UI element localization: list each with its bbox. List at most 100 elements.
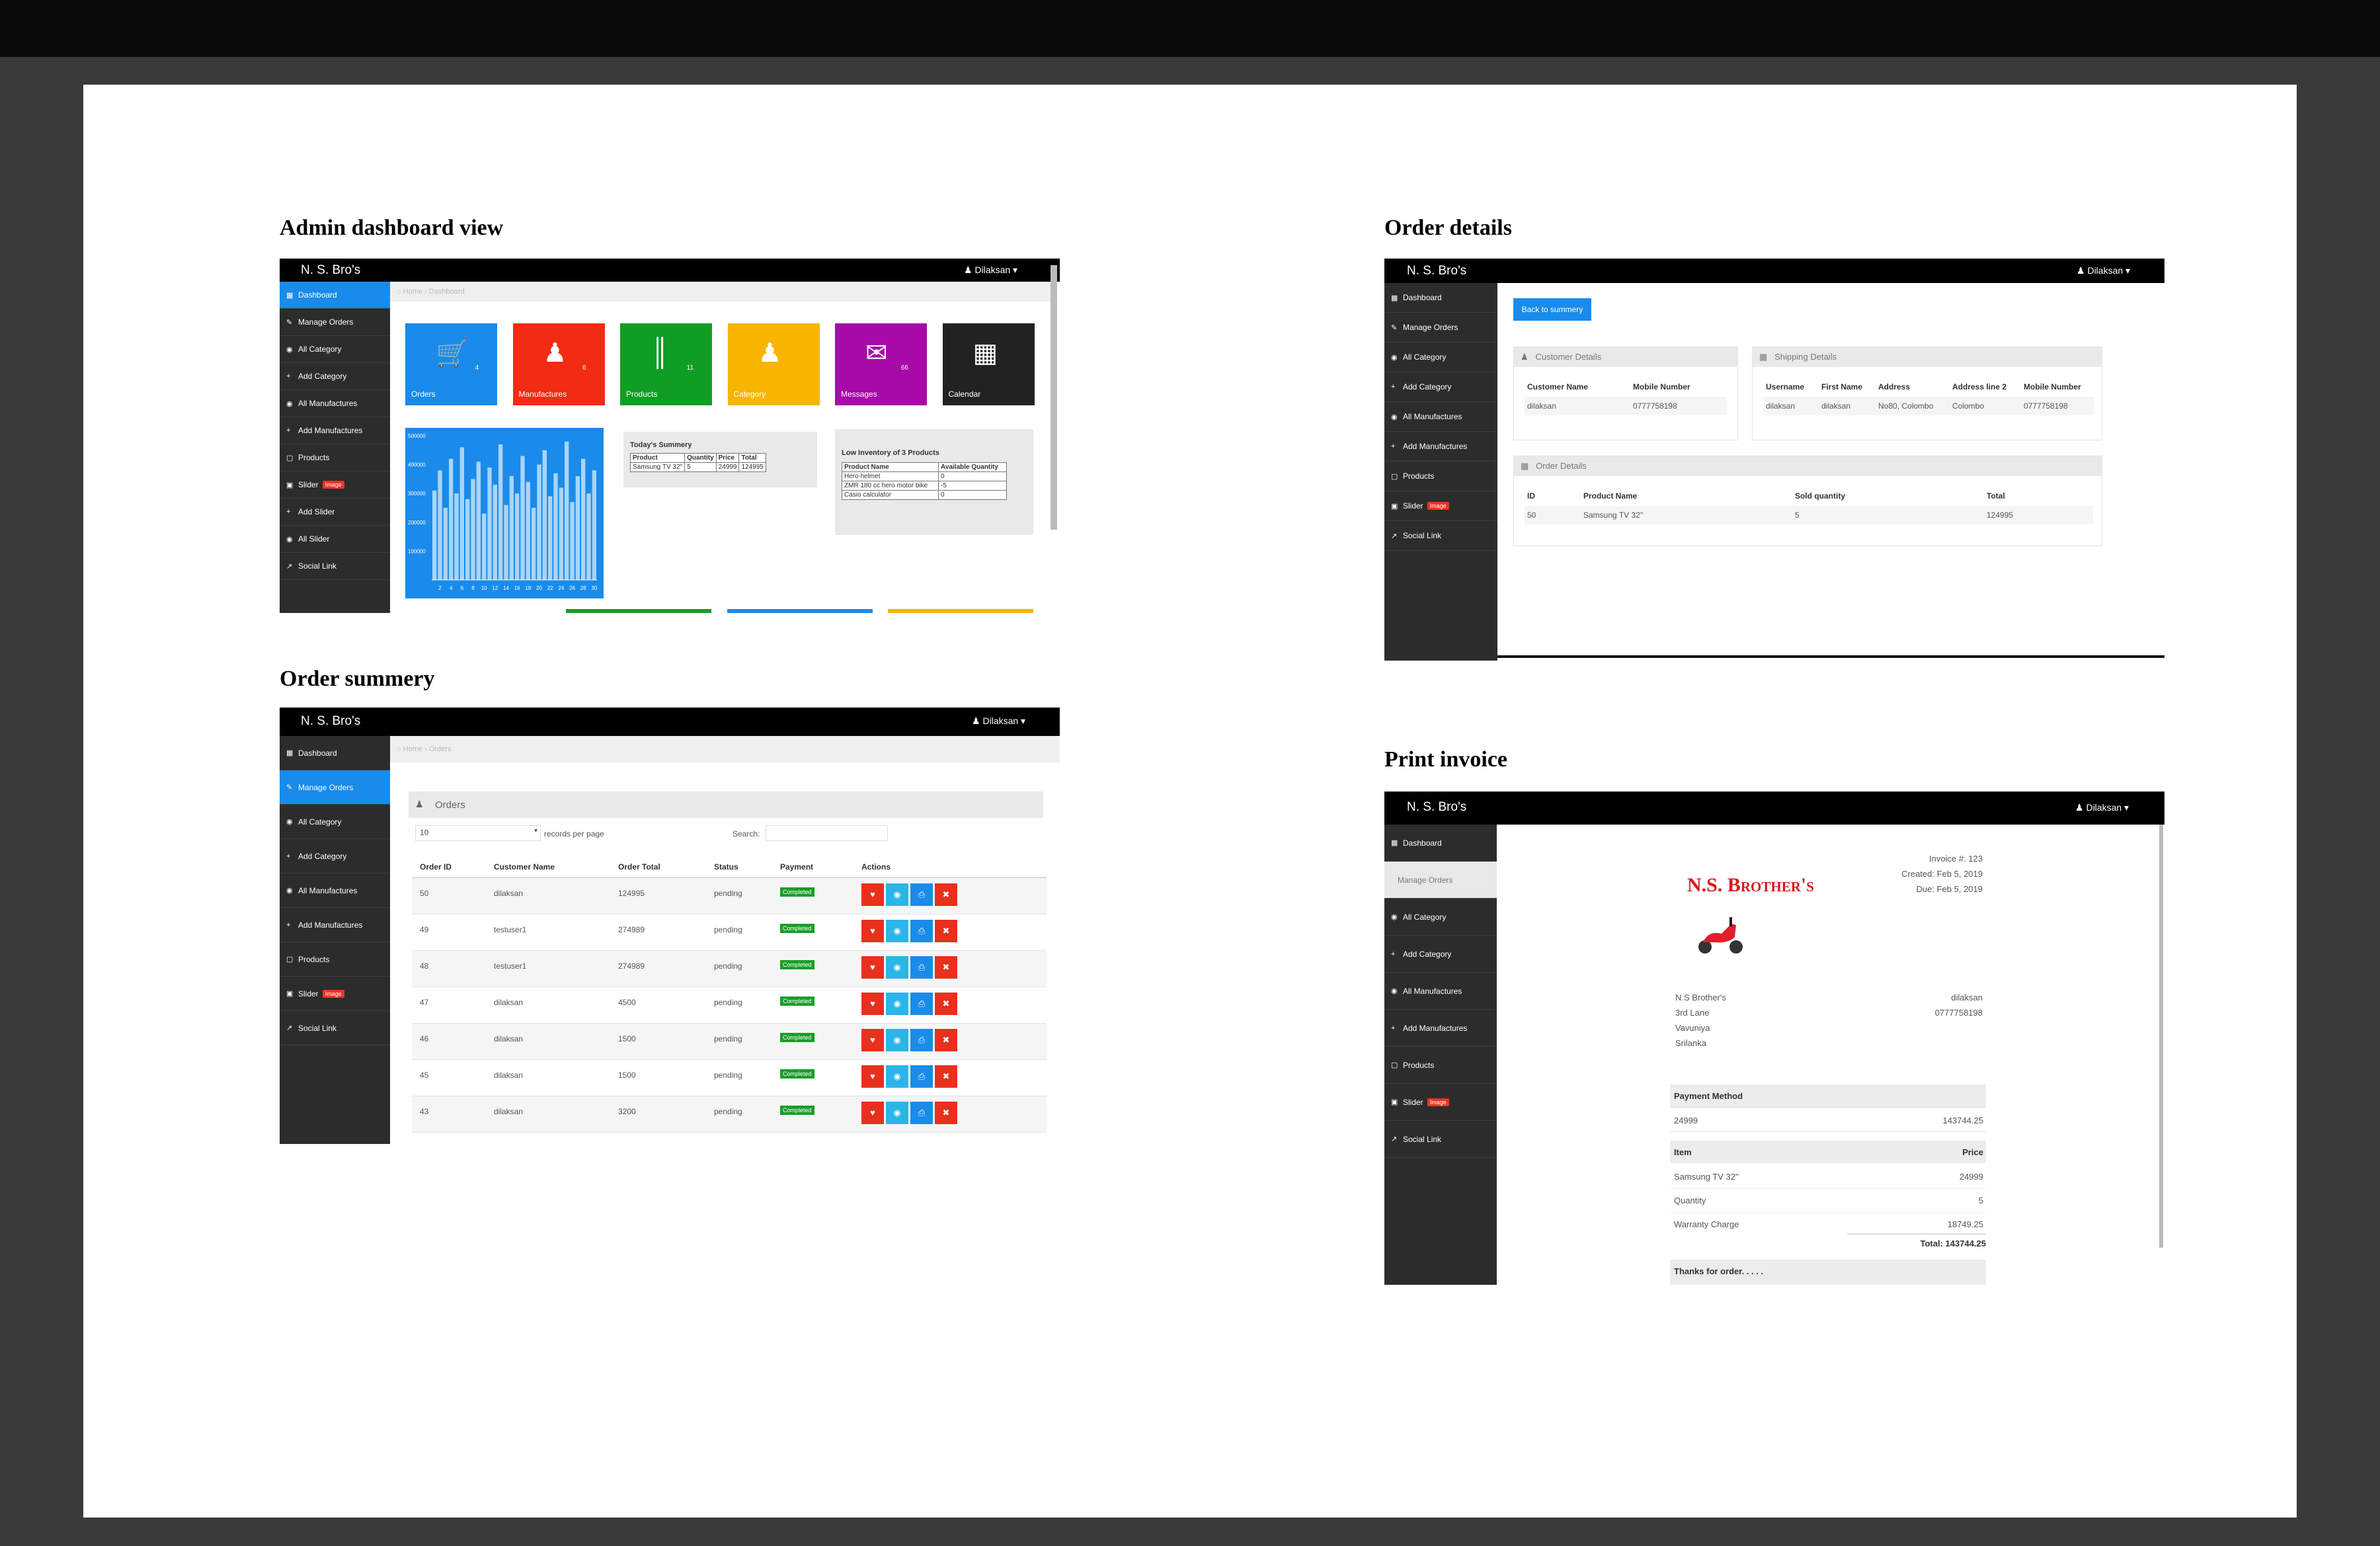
sidebar-item-dashboard[interactable]: ▦ Dashboard xyxy=(280,736,390,770)
sidebar-item-all-manufactures[interactable]: ◉ All Manufactures xyxy=(1384,402,1497,432)
sidebar-item-social-link[interactable]: ↗ Social Link xyxy=(1384,1121,1497,1158)
tile-manufactures[interactable]: ♟ 6 Manufactures xyxy=(512,323,605,405)
app-brand[interactable]: N. S. Bro's xyxy=(1407,800,1467,814)
sidebar-item-all-category[interactable]: ◉ All Category xyxy=(1384,899,1497,936)
sidebar-item-add-manufactures[interactable]: + Add Manufactures xyxy=(280,417,390,444)
sidebar-item-add-category[interactable]: + Add Category xyxy=(280,839,390,874)
tag-button[interactable]: ♥ xyxy=(861,1029,884,1051)
payment-method-amount: 143744.25 xyxy=(1942,1116,1983,1125)
sidebar-item-dashboard[interactable]: ▦ Dashboard xyxy=(1384,825,1497,862)
back-to-summary-button[interactable]: Back to summery xyxy=(1513,298,1591,321)
table-row: dilaksan dilaksan No80, Colombo Colombo 0777… xyxy=(1763,397,2094,415)
sidebar-item-add-manufactures[interactable]: + Add Manufactures xyxy=(1384,1010,1497,1047)
tag-button[interactable]: ♥ xyxy=(861,956,884,979)
search-input[interactable] xyxy=(766,825,888,841)
sidebar-item-all-manufactures[interactable]: ◉ All Manufactures xyxy=(1384,973,1497,1010)
eye-button[interactable]: ◉ xyxy=(886,1102,908,1124)
print-button[interactable]: ⎙ xyxy=(910,920,933,942)
sidebar-item-social-link[interactable]: ↗ Social Link xyxy=(280,1011,390,1045)
orders-panel-header: ♟ Orders xyxy=(409,792,1043,818)
user-menu[interactable]: ♟ Dilaksan ▾ xyxy=(2075,802,2129,813)
sidebar-item-add-manufactures[interactable]: + Add Manufactures xyxy=(1384,432,1497,462)
app-brand[interactable]: N. S. Bro's xyxy=(301,714,361,728)
sidebar-item-manage-orders[interactable]: ✎ Manage Orders xyxy=(280,309,390,336)
sidebar-item-all-category[interactable]: ◉ All Category xyxy=(280,336,390,363)
table-header-row: ID Product Name Sold quantity Total xyxy=(1525,486,2093,506)
sidebar-item-all-category[interactable]: ◉ All Category xyxy=(1384,343,1497,372)
invoice-item-price: 24999 xyxy=(1959,1172,1983,1182)
table-cell: 274989 xyxy=(618,961,645,971)
sidebar-item-manage-orders[interactable]: Manage Orders xyxy=(1384,862,1497,899)
sidebar-item-products[interactable]: ▢ Products xyxy=(1384,462,1497,491)
eye-button[interactable]: ◉ xyxy=(886,956,908,979)
sidebar-item-all-manufactures[interactable]: ◉ All Manufactures xyxy=(280,390,390,417)
trash-button[interactable]: ✖ xyxy=(935,1102,957,1124)
tile-calendar[interactable]: ▦ Calendar xyxy=(942,323,1035,405)
print-button[interactable]: ⎙ xyxy=(910,1029,933,1051)
tag-button[interactable]: ♥ xyxy=(861,920,884,942)
sidebar-item-dashboard[interactable]: ▦ Dashboard xyxy=(1384,283,1497,313)
table-cell: 1500 xyxy=(618,1071,636,1080)
sidebar-item-social-link[interactable]: ↗ Social Link xyxy=(280,553,390,580)
print-button[interactable]: ⎙ xyxy=(910,883,933,906)
sidebar-item-all-category[interactable]: ◉ All Category xyxy=(280,805,390,839)
eye-button[interactable]: ◉ xyxy=(886,883,908,906)
tile-category[interactable]: ♟ Category xyxy=(727,323,820,405)
trash-button[interactable]: ✖ xyxy=(935,956,957,979)
eye-button[interactable]: ◉ xyxy=(886,993,908,1015)
tag-button[interactable]: ♥ xyxy=(861,1065,884,1088)
sidebar-item-slider[interactable]: ▣ Slider Image xyxy=(1384,491,1497,521)
sidebar-item-slider[interactable]: ▣ Slider Image xyxy=(280,977,390,1011)
sidebar-item-dashboard[interactable]: ▦ Dashboard xyxy=(280,282,390,309)
sidebar-item-add-category[interactable]: + Add Category xyxy=(1384,936,1497,973)
tile-label: Category xyxy=(733,389,766,399)
user-menu[interactable]: ♟ Dilaksan ▾ xyxy=(964,264,1018,275)
eye-button[interactable]: ◉ xyxy=(886,1029,908,1051)
trash-button[interactable]: ✖ xyxy=(935,883,957,906)
eye-button[interactable]: ◉ xyxy=(886,920,908,942)
sidebar-item-all-slider[interactable]: ◉ All Slider xyxy=(280,526,390,553)
sidebar-item-add-manufactures[interactable]: + Add Manufactures xyxy=(280,908,390,942)
tile-count: 11 xyxy=(686,364,694,372)
tile-messages[interactable]: ✉ 66 Messages xyxy=(835,323,927,405)
print-button[interactable]: ⎙ xyxy=(910,1065,933,1088)
trash-button[interactable]: ✖ xyxy=(935,1065,957,1088)
sidebar-item-all-manufactures[interactable]: ◉ All Manufactures xyxy=(280,874,390,908)
trash-button[interactable]: ✖ xyxy=(935,1029,957,1051)
breadcrumb-home[interactable]: Home xyxy=(403,745,423,753)
table-row: Casio calculator 0 xyxy=(841,490,1007,500)
tile-orders[interactable]: 🛒 4 Orders xyxy=(405,323,497,405)
sidebar-item-slider[interactable]: ▣ Slider Image xyxy=(280,471,390,499)
sidebar-item-add-category[interactable]: + Add Category xyxy=(280,363,390,390)
sidebar-item-add-category[interactable]: + Add Category xyxy=(1384,372,1497,402)
eye-button[interactable]: ◉ xyxy=(886,1065,908,1088)
tag-button[interactable]: ♥ xyxy=(861,883,884,906)
tag-button[interactable]: ♥ xyxy=(861,993,884,1015)
sidebar-item-slider[interactable]: ▣ Slider Image xyxy=(1384,1084,1497,1121)
print-button[interactable]: ⎙ xyxy=(910,993,933,1015)
print-button[interactable]: ⎙ xyxy=(910,956,933,979)
sidebar-item-products[interactable]: ▢ Products xyxy=(280,444,390,471)
app-brand[interactable]: N. S. Bro's xyxy=(301,263,361,277)
tile-products[interactable]: ║ 11 Products xyxy=(620,323,712,405)
scrollbar[interactable] xyxy=(1051,265,1057,530)
trash-button[interactable]: ✖ xyxy=(935,993,957,1015)
sidebar-item-manage-orders[interactable]: ✎ Manage Orders xyxy=(280,770,390,805)
sidebar-item-manage-orders[interactable]: ✎ Manage Orders xyxy=(1384,313,1497,343)
app-brand[interactable]: N. S. Bro's xyxy=(1407,264,1467,278)
table-cell: 3200 xyxy=(618,1107,636,1116)
sidebar-item-products[interactable]: ▢ Products xyxy=(280,942,390,977)
breadcrumb-home[interactable]: Home xyxy=(403,288,423,296)
sidebar-item-add-slider[interactable]: + Add Slider xyxy=(280,499,390,526)
print-button[interactable]: ⎙ xyxy=(910,1102,933,1124)
tag-button[interactable]: ♥ xyxy=(861,1102,884,1124)
user-menu[interactable]: ♟ Dilaksan ▾ xyxy=(2077,265,2131,276)
shipping-details-table: Username First Name Address Address line 2 M… xyxy=(1763,377,2094,415)
scrollbar[interactable] xyxy=(2159,825,2163,1248)
table-cell: Casio calculator xyxy=(841,490,939,500)
trash-button[interactable]: ✖ xyxy=(935,920,957,942)
page-size-select[interactable]: 10 ▾ xyxy=(415,825,541,841)
sidebar-item-products[interactable]: ▢ Products xyxy=(1384,1047,1497,1084)
user-menu[interactable]: ♟ Dilaksan ▾ xyxy=(972,715,1026,726)
sidebar-item-social-link[interactable]: ↗ Social Link xyxy=(1384,521,1497,551)
